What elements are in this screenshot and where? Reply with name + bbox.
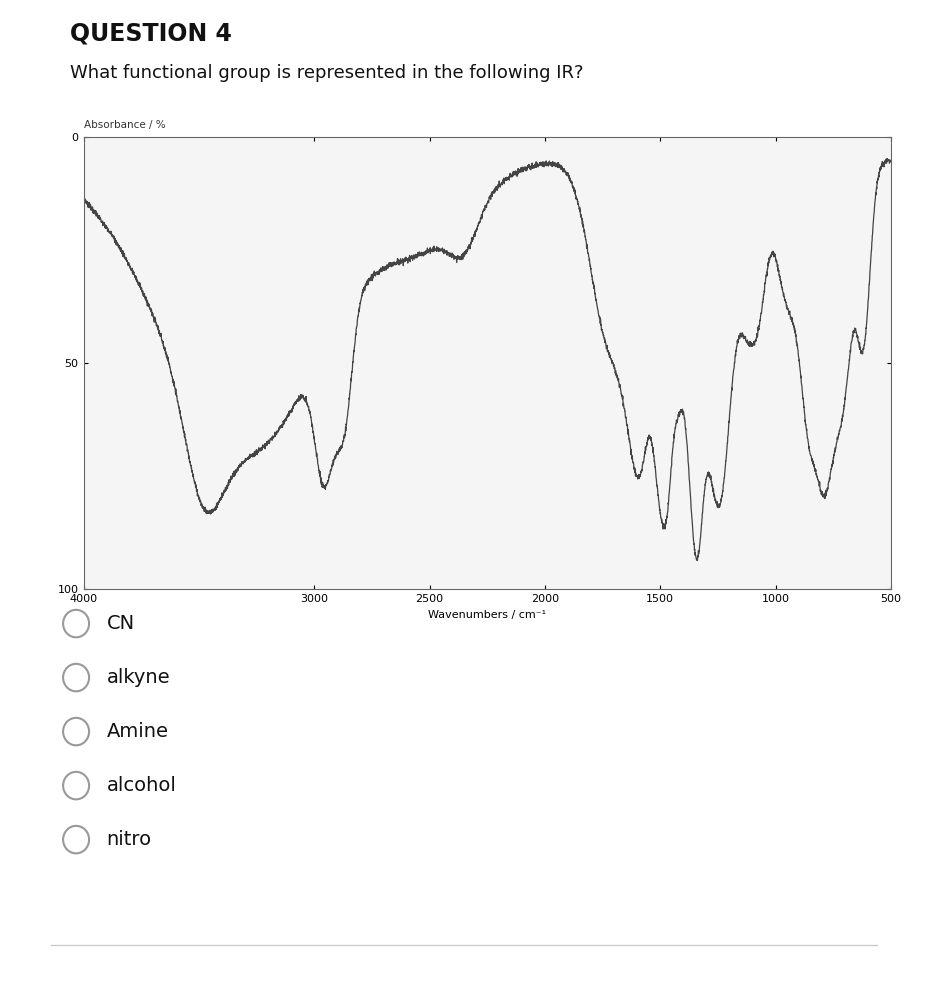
Text: Amine: Amine [107,722,169,741]
Text: alcohol: alcohol [107,776,176,795]
Text: Absorbance / %: Absorbance / % [83,120,165,130]
Text: QUESTION 4: QUESTION 4 [70,22,231,45]
Text: alkyne: alkyne [107,668,171,687]
Text: nitro: nitro [107,830,152,849]
Text: What functional group is represented in the following IR?: What functional group is represented in … [70,64,582,82]
X-axis label: Wavenumbers / cm⁻¹: Wavenumbers / cm⁻¹ [427,610,546,620]
Text: CN: CN [107,614,134,633]
